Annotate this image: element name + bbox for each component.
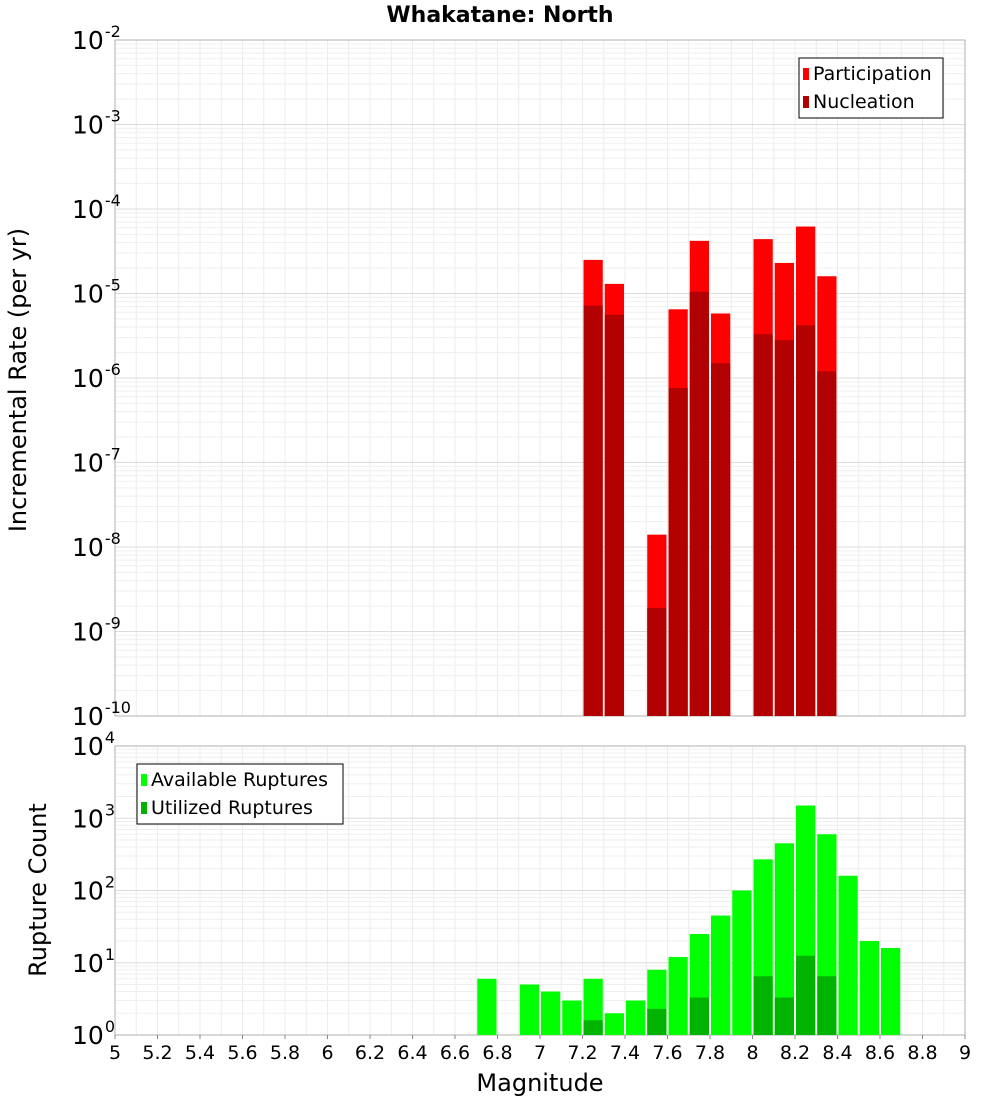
bar-utilized-ruptures <box>796 955 816 1035</box>
y-tick-label: 10-10 <box>72 698 131 731</box>
x-tick-label: 7.6 <box>652 1042 682 1064</box>
bar-available-ruptures <box>519 984 539 1035</box>
chart-title: Whakatane: North <box>386 3 613 28</box>
top-plot-frame <box>114 39 966 717</box>
x-tick-label: 6.8 <box>482 1042 512 1064</box>
bar-available-ruptures <box>626 1000 646 1035</box>
y-tick-label: 104 <box>72 728 115 761</box>
y-tick-label: 10-6 <box>72 360 121 393</box>
bar-available-ruptures <box>668 957 688 1035</box>
legend-entry: Nucleation <box>813 91 915 113</box>
top-panel: 10-10 10-9 10-8 10-7 10-6 10-5 10-4 10-3 10-2 In… <box>4 22 966 731</box>
bar-nucleation <box>583 305 603 716</box>
legend-entry: Available Ruptures <box>151 769 328 791</box>
bottom-legend: Available Ruptures Utilized Ruptures <box>136 763 344 825</box>
bar-nucleation <box>817 371 837 716</box>
bottom-y-axis-label: Rupture Count <box>24 803 52 977</box>
bar-available-ruptures <box>477 978 497 1035</box>
x-tick-label: 5.6 <box>227 1042 257 1064</box>
x-tick-label: 8 <box>746 1042 758 1064</box>
x-tick-label: 5 <box>109 1042 121 1064</box>
x-tick-label: 5.8 <box>270 1042 300 1064</box>
bar-available-ruptures <box>562 1000 582 1035</box>
bar-nucleation <box>774 340 794 716</box>
bar-available-ruptures <box>881 948 901 1035</box>
bar-utilized-ruptures <box>647 1008 667 1035</box>
x-tick-labels: 5 5.2 5.4 5.6 5.8 6 6.2 6.4 6.6 6.8 7 7.2 7.4 7.6 7.8 8… <box>109 1035 971 1064</box>
bottom-y-tick-labels: 100 101 102 103 104 <box>72 728 115 1050</box>
top-y-axis-label: Incremental Rate (per yr) <box>4 228 32 532</box>
bar-available-ruptures <box>541 991 561 1035</box>
x-tick-label: 6.4 <box>397 1042 427 1064</box>
x-tick-label: 7.4 <box>610 1042 640 1064</box>
legend-box <box>798 57 944 119</box>
legend-swatch <box>803 96 809 108</box>
y-tick-label: 10-4 <box>72 191 121 224</box>
bar-available-ruptures <box>604 1013 624 1035</box>
legend-entry: Participation <box>813 63 932 85</box>
bar-nucleation <box>604 314 624 716</box>
legend-swatch <box>141 802 147 814</box>
y-tick-label: 101 <box>72 945 115 978</box>
bar-utilized-ruptures <box>689 997 709 1035</box>
x-tick-label: 6.2 <box>355 1042 385 1064</box>
y-tick-label: 10-7 <box>72 445 121 478</box>
x-tick-label: 8.8 <box>907 1042 937 1064</box>
bar-available-ruptures <box>838 875 858 1035</box>
x-tick-label: 8.2 <box>780 1042 810 1064</box>
y-tick-label: 10-9 <box>72 614 121 647</box>
x-tick-label: 7.8 <box>695 1042 725 1064</box>
bar-utilized-ruptures <box>583 1020 603 1035</box>
legend-swatch <box>141 774 147 786</box>
x-tick-label: 8.4 <box>822 1042 852 1064</box>
y-tick-label: 10-8 <box>72 529 121 562</box>
y-tick-label: 10-3 <box>72 107 121 140</box>
bar-available-ruptures <box>732 890 752 1035</box>
bar-utilized-ruptures <box>817 976 837 1035</box>
x-tick-label: 6.6 <box>440 1042 470 1064</box>
top-bars <box>583 226 837 717</box>
x-tick-label: 9 <box>959 1042 971 1064</box>
x-tick-label: 8.6 <box>865 1042 895 1064</box>
bar-nucleation <box>647 607 667 716</box>
x-tick-label: 5.2 <box>142 1042 172 1064</box>
x-tick-label: 7 <box>534 1042 546 1064</box>
top-legend: Participation Nucleation <box>798 57 944 119</box>
legend-entry: Utilized Ruptures <box>151 797 313 819</box>
bar-nucleation <box>668 388 688 716</box>
bar-utilized-ruptures <box>753 976 773 1035</box>
bar-nucleation <box>711 363 731 716</box>
y-tick-label: 103 <box>72 800 115 833</box>
legend-box <box>136 763 344 825</box>
y-tick-label: 10-2 <box>72 22 121 55</box>
x-tick-label: 5.4 <box>185 1042 215 1064</box>
legend-swatch <box>803 68 809 80</box>
y-tick-label: 102 <box>72 873 115 906</box>
bottom-bars <box>477 805 901 1035</box>
bar-available-ruptures <box>711 915 731 1035</box>
bar-utilized-ruptures <box>774 997 794 1035</box>
bar-nucleation <box>796 325 816 716</box>
x-tick-label: 6 <box>321 1042 333 1064</box>
x-axis-label: Magnitude <box>476 1069 603 1097</box>
y-tick-label: 100 <box>72 1017 115 1050</box>
top-grid <box>114 40 966 717</box>
x-tick-label: 7.2 <box>567 1042 597 1064</box>
y-tick-label: 10-5 <box>72 276 121 309</box>
bar-available-ruptures <box>774 843 794 1035</box>
bar-nucleation <box>753 334 773 716</box>
bar-nucleation <box>689 291 709 716</box>
bar-available-ruptures <box>859 941 879 1035</box>
top-y-tick-labels: 10-10 10-9 10-8 10-7 10-6 10-5 10-4 10-3 10-2 <box>72 22 131 731</box>
bottom-panel: 100 101 102 103 104 5 5.2 5.4 5.6 5.8 6 6.2 6.4 6.6 6… <box>24 728 971 1097</box>
